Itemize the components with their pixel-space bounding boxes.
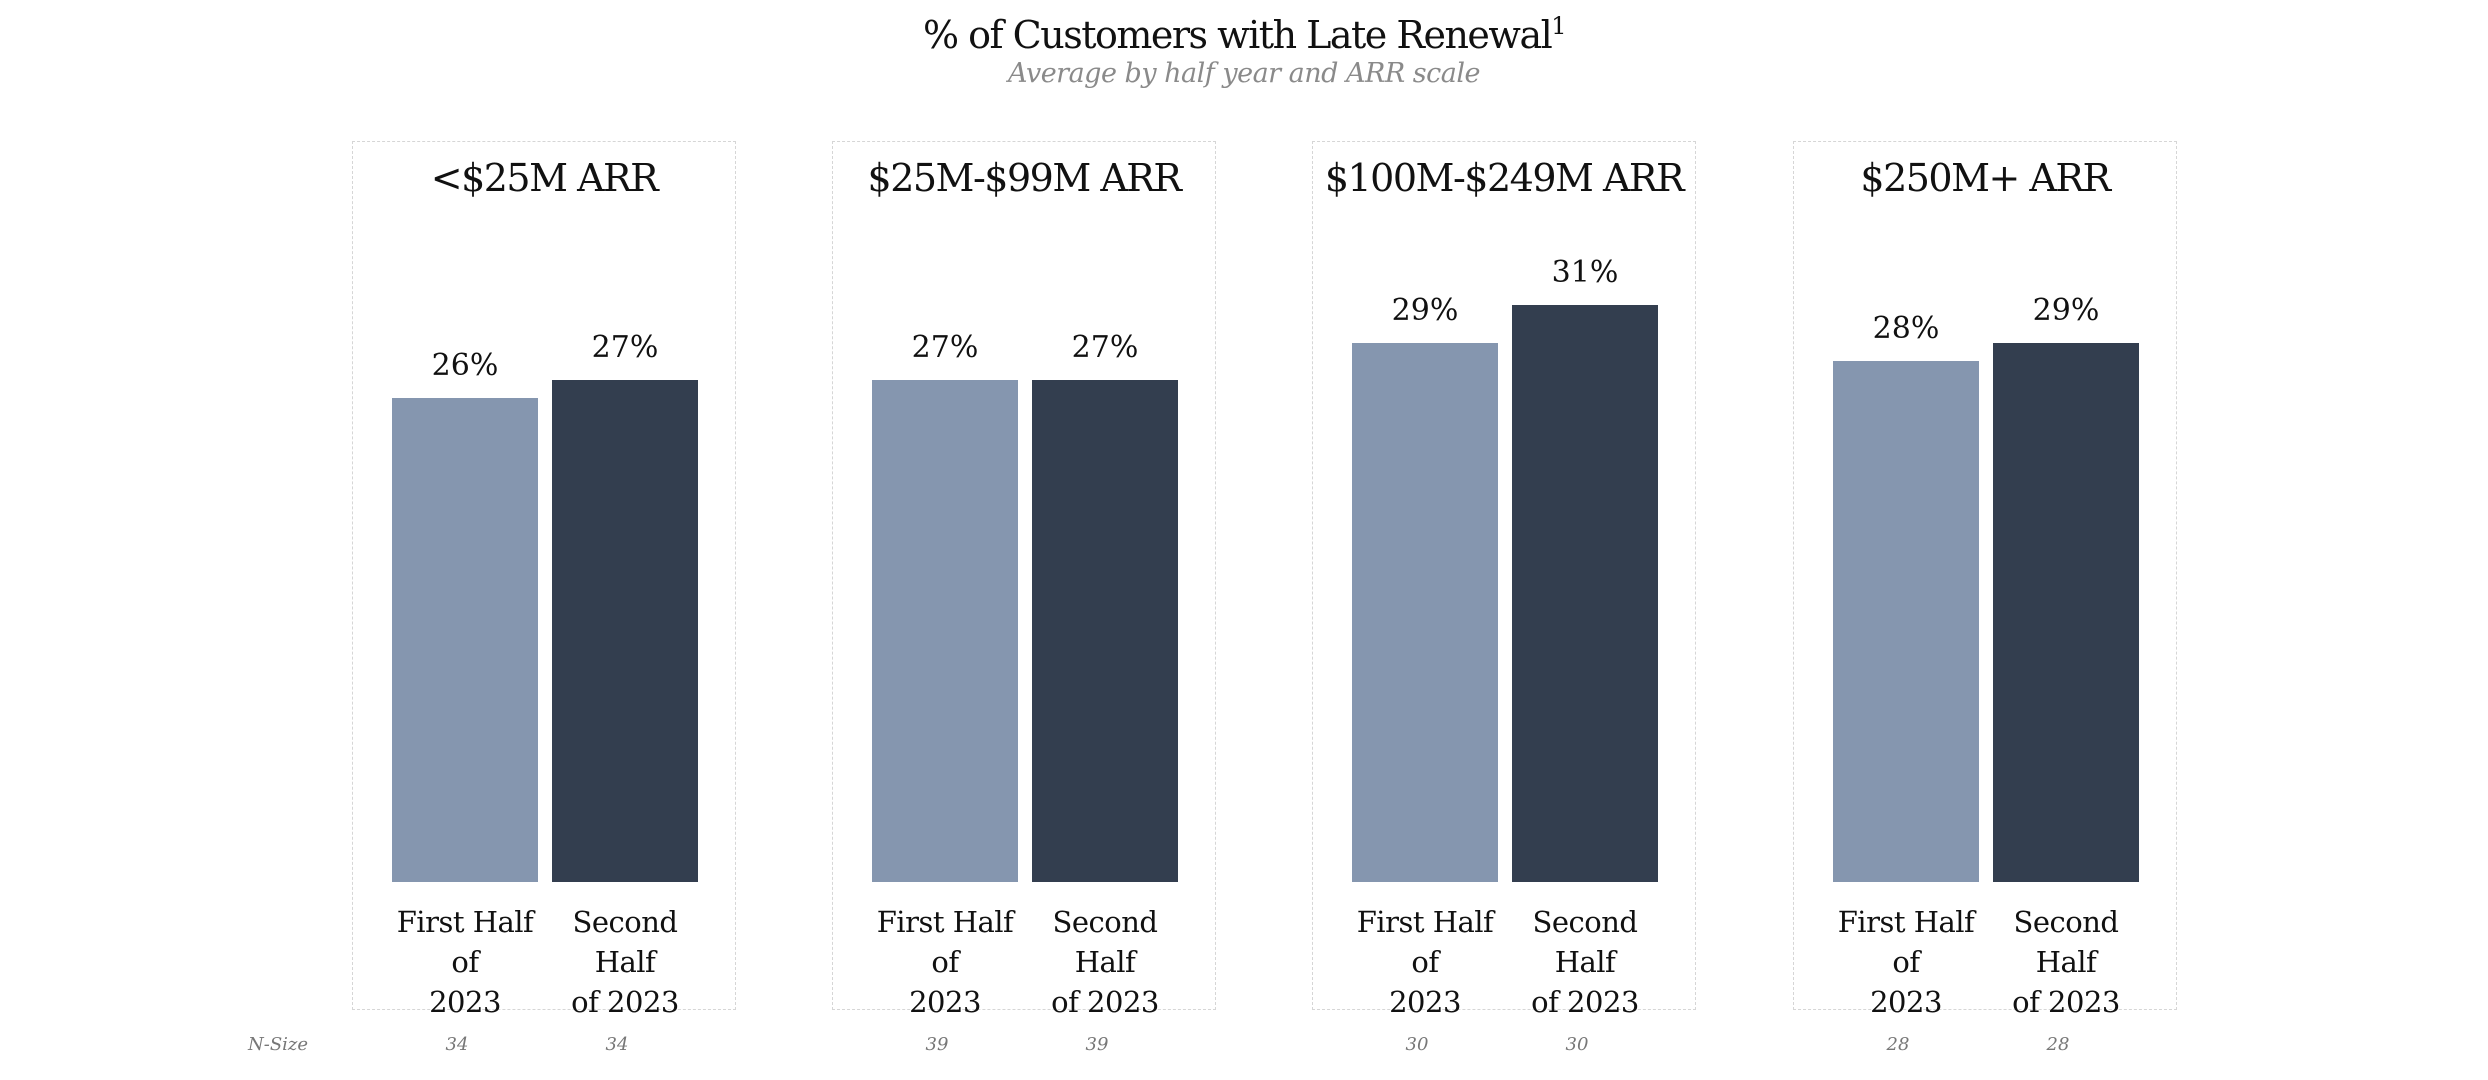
n-size-value: 28 bbox=[2046, 1034, 2070, 1055]
bar-value-label: 28% bbox=[1872, 311, 1940, 347]
chart-panel-2: $25M-$99M ARR 27% First Half of 2023 27% Seco… bbox=[832, 141, 1216, 1019]
category-label: First Half of 2023 bbox=[1826, 902, 1986, 1022]
chart-subtitle: Average by half year and ARR scale bbox=[1008, 58, 1480, 89]
bar-value-label: 29% bbox=[1391, 292, 1459, 328]
n-size-label: N-Size bbox=[248, 1034, 309, 1055]
bar-first-half bbox=[872, 379, 1018, 882]
bar-first-half bbox=[1833, 361, 1979, 882]
bar-second-half bbox=[1512, 305, 1658, 882]
bar-first-half bbox=[392, 398, 538, 882]
category-label-line: Second Half bbox=[1532, 905, 1638, 979]
chart-panel-1: <$25M ARR 26% First Half of 2023 27% Second H… bbox=[352, 141, 736, 1019]
panel-title: $250M+ ARR bbox=[1860, 156, 2111, 200]
n-size-value: 39 bbox=[1085, 1034, 1109, 1055]
category-label: Second Half of 2023 bbox=[545, 902, 705, 1022]
bar-second-half bbox=[1032, 379, 1178, 882]
bar-value-label: 27% bbox=[1071, 329, 1139, 365]
bar-value-label: 27% bbox=[591, 329, 659, 365]
n-size-value: 30 bbox=[1405, 1034, 1429, 1055]
bar-value-label: 27% bbox=[911, 329, 979, 365]
chart-panel-3: $100M-$249M ARR 29% First Half of 2023 31% Se… bbox=[1312, 141, 1696, 1019]
bar-value-label: 31% bbox=[1551, 255, 1619, 291]
bar-second-half bbox=[1993, 342, 2139, 882]
category-label-line: of 2023 bbox=[571, 985, 679, 1019]
panel-title: $25M-$99M ARR bbox=[867, 156, 1182, 200]
category-label: Second Half of 2023 bbox=[1986, 902, 2146, 1022]
n-size-value: 34 bbox=[445, 1034, 469, 1055]
chart-panel-4: $250M+ ARR 28% First Half of 2023 29% Second … bbox=[1793, 141, 2177, 1019]
n-size-value: 28 bbox=[1886, 1034, 1910, 1055]
category-label-line: 2023 bbox=[429, 985, 501, 1019]
n-size-value: 30 bbox=[1565, 1034, 1589, 1055]
category-label-line: 2023 bbox=[909, 985, 981, 1019]
category-label-line: of 2023 bbox=[2012, 985, 2120, 1019]
panel-title: <$25M ARR bbox=[430, 156, 659, 200]
category-label-line: of 2023 bbox=[1051, 985, 1159, 1019]
chart-title-footnote-marker: 1 bbox=[1551, 12, 1566, 40]
category-label: First Half of 2023 bbox=[1345, 902, 1505, 1022]
category-label-line: First Half of bbox=[1837, 905, 1975, 979]
bar-value-label: 29% bbox=[2032, 292, 2100, 328]
category-label-line: 2023 bbox=[1870, 985, 1942, 1019]
category-label: First Half of 2023 bbox=[865, 902, 1025, 1022]
bar-first-half bbox=[1352, 342, 1498, 882]
chart-title-text: % of Customers with Late Renewal bbox=[922, 13, 1553, 57]
category-label: Second Half of 2023 bbox=[1025, 902, 1185, 1022]
category-label-line: First Half of bbox=[1356, 905, 1494, 979]
category-label-line: Second Half bbox=[1052, 905, 1158, 979]
category-label-line: of 2023 bbox=[1531, 985, 1639, 1019]
category-label-line: First Half of bbox=[396, 905, 534, 979]
category-label: Second Half of 2023 bbox=[1505, 902, 1665, 1022]
bar-value-label: 26% bbox=[431, 348, 499, 384]
n-size-value: 39 bbox=[925, 1034, 949, 1055]
chart-title: % of Customers with Late Renewal1 bbox=[0, 12, 2488, 57]
panel-title: $100M-$249M ARR bbox=[1324, 156, 1685, 200]
category-label: First Half of 2023 bbox=[385, 902, 545, 1022]
bar-second-half bbox=[552, 379, 698, 882]
category-label-line: 2023 bbox=[1389, 985, 1461, 1019]
n-size-value: 34 bbox=[605, 1034, 629, 1055]
category-label-line: Second Half bbox=[2013, 905, 2119, 979]
category-label-line: Second Half bbox=[572, 905, 678, 979]
category-label-line: First Half of bbox=[876, 905, 1014, 979]
